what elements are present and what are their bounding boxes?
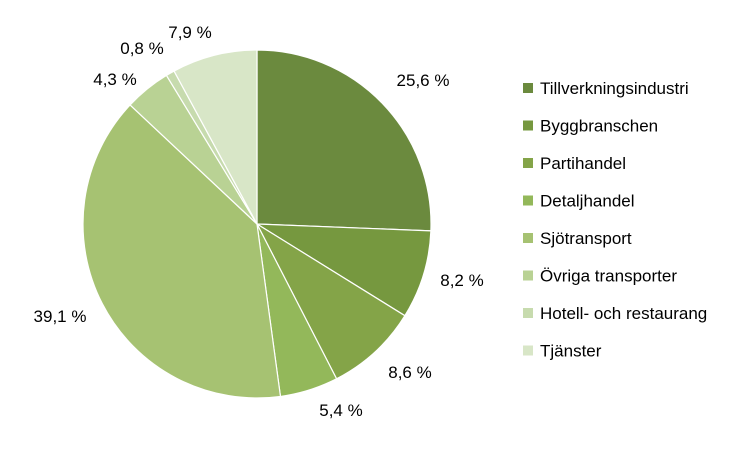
data-label-5: 39,1 % — [34, 307, 87, 326]
legend-label-5: Sjötransport — [540, 229, 632, 248]
legend-label-8: Tjänster — [540, 342, 602, 361]
legend-label-3: Partihandel — [540, 154, 626, 173]
pie-slice-3 — [255, 222, 406, 380]
data-label-2: 8,2 % — [440, 271, 483, 290]
legend-label-4: Detaljhandel — [540, 192, 635, 211]
legend-label-6: Övriga transporter — [540, 267, 677, 286]
legend: Tillverkningsindustri Byggbranschen Partih… — [523, 79, 707, 361]
pie-slice-2 — [254, 223, 432, 317]
legend-swatch-3 — [523, 158, 533, 168]
data-label-4: 5,4 % — [319, 401, 362, 420]
data-label-8: 7,9 % — [168, 23, 211, 42]
legend-swatch-5 — [523, 233, 533, 243]
legend-label-1: Tillverkningsindustri — [540, 79, 689, 98]
pie-slice-1 — [256, 49, 432, 232]
data-label-3: 8,6 % — [388, 363, 431, 382]
legend-swatch-1 — [523, 83, 533, 93]
legend-label-2: Byggbranschen — [540, 117, 658, 136]
pie-data-labels: 25,6 % 8,2 % 8,6 % 5,4 % 39,1 % 4,3 % 0,8 % 7,9… — [34, 23, 484, 420]
data-label-1: 25,6 % — [397, 71, 450, 90]
legend-swatch-8 — [523, 345, 533, 356]
legend-swatch-2 — [523, 120, 533, 131]
legend-swatch-6 — [523, 270, 533, 281]
pie-slices — [82, 49, 432, 399]
pie-slice-5 — [82, 104, 282, 399]
legend-swatch-7 — [523, 308, 533, 318]
legend-label-7: Hotell- och restaurang — [540, 304, 707, 323]
legend-swatch-4 — [523, 195, 533, 206]
pie-slice-8 — [173, 49, 258, 225]
data-label-6: 4,3 % — [93, 70, 136, 89]
data-label-7: 0,8 % — [120, 39, 163, 58]
